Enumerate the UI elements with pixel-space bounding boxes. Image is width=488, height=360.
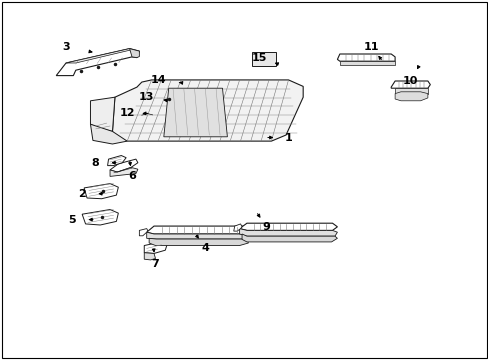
Polygon shape (146, 232, 249, 239)
Text: 1: 1 (284, 132, 292, 143)
Text: 4: 4 (201, 243, 209, 253)
Polygon shape (198, 81, 205, 85)
Text: 2: 2 (78, 189, 86, 199)
Polygon shape (394, 88, 427, 94)
Polygon shape (390, 81, 429, 88)
Polygon shape (337, 54, 394, 61)
Polygon shape (129, 49, 139, 58)
Polygon shape (394, 92, 427, 101)
Text: 12: 12 (119, 108, 135, 118)
Polygon shape (339, 61, 394, 65)
Polygon shape (171, 81, 199, 88)
Polygon shape (146, 226, 249, 234)
Polygon shape (110, 167, 138, 176)
Text: 7: 7 (151, 258, 159, 269)
Text: 3: 3 (62, 42, 70, 52)
Text: 9: 9 (262, 222, 270, 232)
Polygon shape (90, 97, 115, 131)
Polygon shape (161, 97, 172, 103)
Text: 14: 14 (151, 75, 166, 85)
Text: 5: 5 (68, 215, 76, 225)
Text: 10: 10 (402, 76, 418, 86)
Text: 15: 15 (251, 53, 266, 63)
Polygon shape (163, 88, 227, 137)
Polygon shape (233, 224, 242, 231)
Text: 8: 8 (91, 158, 99, 168)
Polygon shape (242, 234, 337, 242)
Polygon shape (239, 223, 337, 230)
Polygon shape (66, 49, 132, 63)
Polygon shape (112, 80, 303, 141)
Polygon shape (107, 156, 126, 166)
Polygon shape (139, 229, 147, 236)
Polygon shape (56, 49, 139, 76)
Polygon shape (82, 210, 118, 225)
Polygon shape (144, 242, 167, 253)
Polygon shape (90, 124, 127, 144)
Text: 13: 13 (139, 92, 154, 102)
Polygon shape (149, 238, 248, 246)
Polygon shape (139, 112, 155, 118)
Polygon shape (84, 184, 118, 199)
Polygon shape (251, 52, 276, 66)
Polygon shape (144, 253, 155, 260)
Polygon shape (110, 159, 138, 172)
Polygon shape (239, 229, 337, 236)
Text: 6: 6 (128, 171, 136, 181)
Text: 11: 11 (363, 42, 379, 52)
